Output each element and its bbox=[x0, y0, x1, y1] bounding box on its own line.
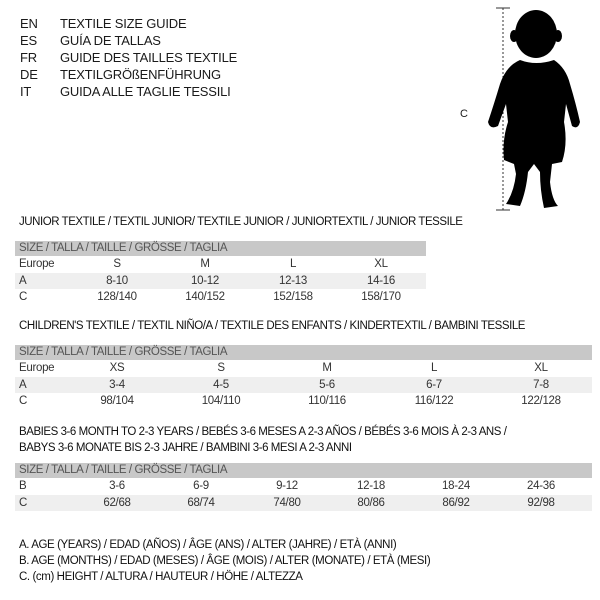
lang-code: IT bbox=[20, 84, 32, 99]
lang-code: FR bbox=[20, 50, 37, 65]
cell: 128/140 bbox=[97, 291, 137, 303]
table-row: A 3-4 4-5 5-6 6-7 7-8 bbox=[15, 376, 592, 393]
lang-code: EN bbox=[20, 16, 38, 31]
children-size-table: SIZE / TALLA / TAILLE / GRÖSSE / TAGLIA … bbox=[15, 345, 592, 410]
cell: 110/116 bbox=[308, 395, 346, 407]
junior-title: JUNIOR TEXTILE / TEXTIL JUNIOR/ TEXTILE … bbox=[19, 216, 463, 228]
lang-title: GUIDA ALLE TAGLIE TESSILI bbox=[60, 84, 231, 99]
cell: 92/98 bbox=[527, 496, 555, 509]
cell: 152/158 bbox=[273, 291, 313, 303]
cell: 9-12 bbox=[276, 480, 298, 492]
table-row: B 3-6 6-9 9-12 12-18 18-24 24-36 bbox=[15, 478, 592, 495]
cell: 80/86 bbox=[357, 496, 385, 509]
lang-title: GUÍA DE TALLAS bbox=[60, 33, 161, 48]
size-header: SIZE / TALLA / TAILLE / GRÖSSE / TAGLIA bbox=[15, 241, 426, 256]
cell: 98/104 bbox=[100, 395, 134, 407]
cell: 8-10 bbox=[106, 274, 128, 287]
cell: 6-9 bbox=[193, 480, 209, 492]
cell: 7-8 bbox=[533, 378, 549, 391]
height-label: C bbox=[460, 108, 468, 120]
child-silhouette-icon bbox=[488, 7, 580, 211]
lang-title: TEXTILE SIZE GUIDE bbox=[60, 16, 187, 31]
cell: 5-6 bbox=[319, 378, 335, 391]
cell: S bbox=[113, 258, 121, 270]
cell: 122/128 bbox=[521, 395, 561, 407]
cell: 12-18 bbox=[357, 480, 385, 492]
cell: M bbox=[322, 362, 332, 374]
babies-title-line1: BABIES 3-6 MONTH TO 2-3 YEARS / BEBÉS 3-… bbox=[19, 426, 507, 438]
table-row: C 62/68 68/74 74/80 80/86 86/92 92/98 bbox=[15, 494, 592, 511]
row-label: B bbox=[19, 480, 27, 492]
table-row: C 128/140 140/152 152/158 158/170 bbox=[15, 289, 426, 306]
cell: XL bbox=[534, 362, 548, 374]
cell: 3-4 bbox=[109, 378, 125, 391]
size-header: SIZE / TALLA / TAILLE / GRÖSSE / TAGLIA bbox=[15, 345, 592, 360]
babies-size-table: SIZE / TALLA / TAILLE / GRÖSSE / TAGLIA … bbox=[15, 463, 592, 511]
size-header: SIZE / TALLA / TAILLE / GRÖSSE / TAGLIA bbox=[15, 463, 592, 478]
cell: L bbox=[430, 362, 438, 374]
cell: M bbox=[200, 258, 210, 270]
cell: 68/74 bbox=[187, 496, 215, 509]
table-row: C 98/104 104/110 110/116 116/122 122/128 bbox=[15, 393, 592, 410]
cell: 86/92 bbox=[442, 496, 470, 509]
cell: S bbox=[217, 362, 225, 374]
cell: 140/152 bbox=[185, 291, 225, 303]
legend-b: B. AGE (MONTHS) / EDAD (MESES) / ÂGE (MO… bbox=[19, 555, 431, 567]
lang-code: DE bbox=[20, 67, 38, 82]
table-row: Europe S M L XL bbox=[15, 256, 426, 273]
cell: 3-6 bbox=[109, 480, 125, 492]
junior-size-table: SIZE / TALLA / TAILLE / GRÖSSE / TAGLIA … bbox=[15, 241, 426, 306]
cell: 6-7 bbox=[426, 378, 442, 391]
cell: 14-16 bbox=[367, 274, 395, 287]
row-label: C bbox=[19, 496, 28, 509]
lang-title: TEXTILGRÖßENFÜHRUNG bbox=[60, 67, 221, 82]
table-row: A 8-10 10-12 12-13 14-16 bbox=[15, 272, 426, 289]
children-title: CHILDREN'S TEXTILE / TEXTIL NIÑO/A / TEX… bbox=[19, 320, 525, 332]
row-label: C bbox=[19, 291, 28, 303]
cell: 10-12 bbox=[191, 274, 219, 287]
cell: XS bbox=[109, 362, 125, 374]
table-row: Europe XS S M L XL bbox=[15, 360, 592, 377]
cell: 158/170 bbox=[361, 291, 401, 303]
cell: 24-36 bbox=[527, 480, 555, 492]
cell: XL bbox=[374, 258, 388, 270]
lang-title: GUIDE DES TAILLES TEXTILE bbox=[60, 50, 238, 65]
babies-title-line2: BABYS 3-6 MONATE BIS 2-3 JAHRE / BAMBINI… bbox=[19, 442, 352, 454]
row-label: A bbox=[19, 274, 27, 287]
row-label: Europe bbox=[19, 362, 55, 374]
cell: 62/68 bbox=[103, 496, 131, 509]
cell: 18-24 bbox=[442, 480, 470, 492]
cell: 74/80 bbox=[273, 496, 301, 509]
legend-a: A. AGE (YEARS) / EDAD (AÑOS) / ÂGE (ANS)… bbox=[19, 539, 397, 551]
row-label: A bbox=[19, 378, 27, 391]
cell: 4-5 bbox=[213, 378, 229, 391]
lang-code: ES bbox=[20, 33, 37, 48]
row-label: Europe bbox=[19, 258, 55, 270]
legend-c: C. (cm) HEIGHT / ALTURA / HAUTEUR / HÖHE… bbox=[19, 571, 303, 583]
row-label: C bbox=[19, 395, 28, 407]
cell: 12-13 bbox=[279, 274, 307, 287]
cell: 116/122 bbox=[414, 395, 454, 407]
cell: 104/110 bbox=[201, 395, 241, 407]
cell: L bbox=[289, 258, 297, 270]
